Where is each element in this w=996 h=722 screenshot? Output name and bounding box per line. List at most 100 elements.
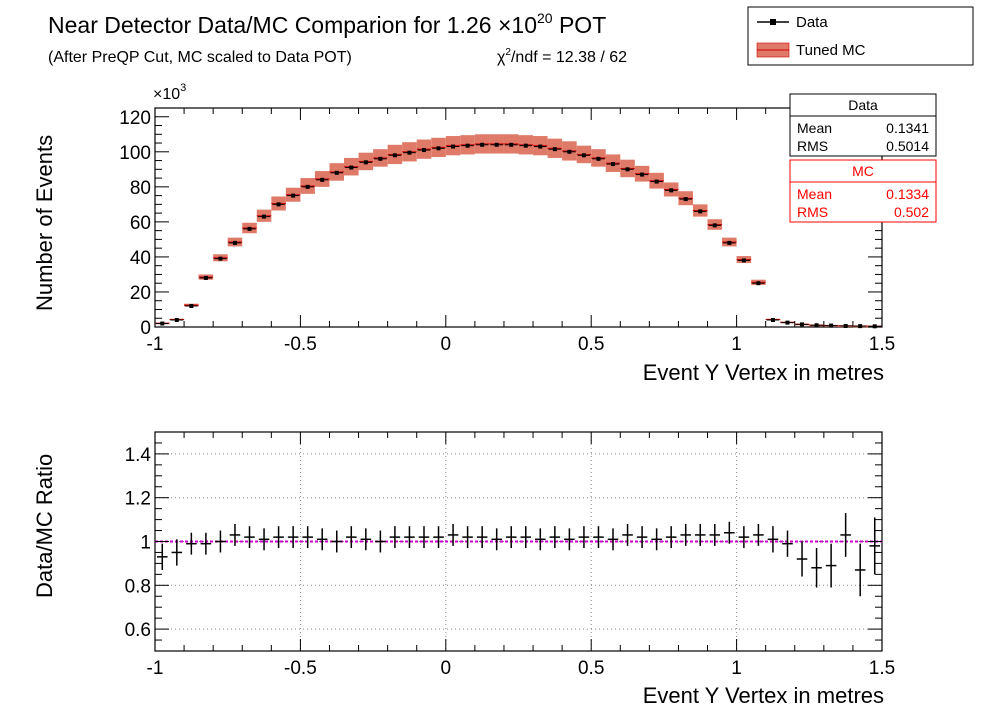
x-tick-label: 0.5 xyxy=(578,658,604,679)
top-y-multiplier: ×103 xyxy=(153,82,186,103)
data-point xyxy=(538,144,543,149)
legend-mc-label: Tuned MC xyxy=(796,42,866,59)
bottom-x-ticks: -1 -0.5 0 0.5 1 1.5 xyxy=(147,432,895,679)
data-point xyxy=(596,156,601,161)
top-y-multiplier-exp: 3 xyxy=(180,82,186,94)
data-point xyxy=(669,188,674,193)
data-point xyxy=(712,223,717,228)
top-data-points xyxy=(156,142,881,329)
data-point xyxy=(436,146,441,151)
x-tick-label: 1 xyxy=(731,334,742,355)
data-point xyxy=(174,317,179,322)
chi-symbol: χ xyxy=(497,49,506,66)
y-tick-label: 120 xyxy=(119,108,151,129)
data-point xyxy=(727,240,732,245)
data-point xyxy=(683,197,688,202)
y-tick-label: 1 xyxy=(140,533,151,554)
top-y-multiplier-base: ×10 xyxy=(153,86,180,103)
chart-subtitle: (After PreQP Cut, MC scaled to Data POT) xyxy=(48,49,352,66)
y-tick-label: 80 xyxy=(130,178,151,199)
data-point xyxy=(741,258,746,263)
x-tick-label: 1.5 xyxy=(869,334,895,355)
top-y-axis-label: Number of Events xyxy=(32,135,57,311)
data-point xyxy=(625,167,630,172)
data-point xyxy=(160,321,165,326)
title-unit: POT xyxy=(553,12,607,38)
data-point xyxy=(320,177,325,182)
data-point xyxy=(349,165,354,170)
data-point xyxy=(829,323,834,328)
data-point xyxy=(523,143,528,148)
data-point xyxy=(392,153,397,158)
x-tick-label: 0 xyxy=(441,658,452,679)
bottom-x-axis-label: Event Y Vertex in metres xyxy=(643,683,884,708)
x-tick-label: 1 xyxy=(731,658,742,679)
top-x-axis-label: Event Y Vertex in metres xyxy=(643,360,884,385)
data-point xyxy=(756,281,761,286)
data-point xyxy=(858,324,863,329)
data-point xyxy=(378,156,383,161)
legend-data-label: Data xyxy=(796,14,828,31)
data-point xyxy=(334,170,339,175)
chi2-label: χ2/ndf = 12.38 / 62 xyxy=(497,47,627,66)
data-point xyxy=(276,202,281,207)
legend-data-marker xyxy=(770,19,776,25)
stats-data-mean-value: 0.1341 xyxy=(886,120,929,136)
stats-data-rms-label: RMS xyxy=(797,138,828,154)
title-times: × xyxy=(498,12,511,38)
x-tick-label: 0.5 xyxy=(578,334,604,355)
data-point xyxy=(451,144,456,149)
chart-title: Near Detector Data/MC Comparion for 1.26… xyxy=(48,10,606,38)
data-point xyxy=(552,147,557,152)
y-tick-label: 20 xyxy=(130,283,151,304)
y-tick-label: 60 xyxy=(130,213,151,234)
bottom-y-ticks: 0.6 0.8 1 1.2 1.4 xyxy=(125,431,882,652)
data-point xyxy=(363,160,368,165)
stats-mc-mean-label: Mean xyxy=(797,186,832,202)
stats-mc-frame xyxy=(789,159,937,223)
data-point xyxy=(291,193,296,198)
chi-rest: /ndf = 12.38 / 62 xyxy=(511,49,627,66)
x-tick-label: 0 xyxy=(441,334,452,355)
x-tick-label: -0.5 xyxy=(284,334,317,355)
bottom-y-axis-label: Data/MC Ratio xyxy=(32,454,57,598)
data-point xyxy=(509,142,514,147)
y-tick-label: 1.4 xyxy=(125,445,152,466)
data-point xyxy=(843,323,848,328)
stats-data-box: Data Mean 0.1341 RMS 0.5014 xyxy=(789,93,937,157)
legend: Data Tuned MC xyxy=(747,6,974,66)
y-tick-label: 1.2 xyxy=(125,489,151,510)
stats-data-mean-label: Mean xyxy=(797,120,832,136)
data-point xyxy=(654,179,659,184)
data-point xyxy=(189,303,194,308)
stats-mc-title: MC xyxy=(852,163,874,179)
y-tick-label: 100 xyxy=(119,143,151,164)
data-point xyxy=(814,323,819,328)
top-mc-band xyxy=(155,134,882,328)
data-point xyxy=(770,317,775,322)
title-exp: 20 xyxy=(537,10,553,26)
data-point xyxy=(785,320,790,325)
stats-mc-rms-value: 0.502 xyxy=(894,204,929,220)
x-tick-label: -1 xyxy=(147,334,164,355)
bottom-panel: -1 -0.5 0 0.5 1 1.5 0.6 0.8 1 1.2 1.4 Event Y Ver… xyxy=(32,431,895,708)
data-point xyxy=(305,184,310,189)
top-panel: -1 -0.5 0 0.5 1 1.5 0 20 40 60 80 100 120 ×103 Even… xyxy=(32,82,895,385)
stats-data-rms-value: 0.5014 xyxy=(886,138,929,154)
stats-data-title: Data xyxy=(848,97,878,113)
stats-mc-mean-value: 0.1334 xyxy=(886,186,929,202)
chi-sup: 2 xyxy=(505,47,511,58)
x-tick-label: 1.5 xyxy=(869,658,895,679)
y-tick-label: 0 xyxy=(140,318,151,339)
stats-mc-rms-label: RMS xyxy=(797,204,828,220)
stats-data-frame xyxy=(789,93,937,157)
data-point xyxy=(232,240,237,245)
data-point xyxy=(247,226,252,231)
data-point xyxy=(262,214,267,219)
data-point xyxy=(480,142,485,147)
stats-mc-box: MC Mean 0.1334 RMS 0.502 xyxy=(789,159,937,223)
title-main: Near Detector Data/MC Comparion for 1.26 xyxy=(48,12,498,38)
data-point xyxy=(421,148,426,153)
title-mult: 10 xyxy=(511,12,537,38)
